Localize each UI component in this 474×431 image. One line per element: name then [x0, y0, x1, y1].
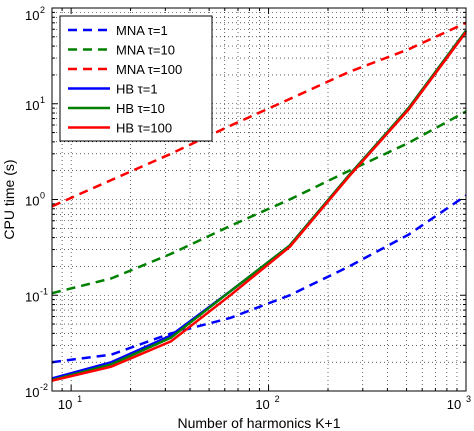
svg-text:10: 10	[25, 289, 39, 304]
legend: MNA τ=1 MNA τ=10 MNA τ=100 HB τ=1 HB τ=10 HB …	[59, 15, 213, 142]
svg-text:-1: -1	[40, 286, 48, 296]
svg-text:2: 2	[275, 394, 280, 404]
series-line	[51, 21, 467, 208]
legend-label: MNA τ=100	[116, 62, 182, 77]
series-line	[51, 194, 467, 364]
series-line	[51, 110, 467, 295]
svg-text:1: 1	[40, 95, 45, 105]
series-lines	[51, 21, 468, 382]
svg-text:10: 10	[25, 98, 39, 113]
x-tick-label: 10 1	[58, 394, 82, 412]
y-tick-label: 10 2	[25, 5, 45, 23]
x-tick-label: 10 3	[447, 394, 471, 412]
y-tick-label: 10 1	[25, 95, 45, 113]
y-tick-label: 10 0	[25, 191, 45, 209]
axis-ticks: 10 1 10 2 10 310 -210 -110 010 110 2	[25, 5, 471, 412]
y-axis-label: CPU time (s)	[1, 159, 17, 239]
svg-text:1: 1	[77, 394, 82, 404]
x-tick-label: 10 2	[255, 394, 279, 412]
legend-label: HB τ=100	[116, 121, 172, 136]
legend-box	[59, 15, 213, 142]
x-axis-label: Number of harmonics K+1	[177, 415, 340, 431]
svg-text:10: 10	[25, 8, 39, 23]
legend-label: HB τ=1	[116, 82, 158, 97]
y-tick-label: 10 -2	[25, 382, 48, 400]
svg-text:10: 10	[25, 194, 39, 209]
svg-text:0: 0	[40, 191, 45, 201]
legend-label: MNA τ=1	[116, 23, 168, 38]
svg-text:10: 10	[447, 397, 461, 412]
svg-text:-2: -2	[40, 382, 48, 392]
legend-label: HB τ=10	[116, 101, 165, 116]
y-tick-label: 10 -1	[25, 286, 48, 304]
svg-text:10: 10	[25, 385, 39, 400]
svg-text:10: 10	[255, 397, 269, 412]
svg-text:2: 2	[40, 5, 45, 15]
series-line	[51, 31, 468, 382]
svg-text:3: 3	[466, 394, 471, 404]
svg-text:10: 10	[58, 397, 72, 412]
legend-label: MNA τ=10	[116, 43, 175, 58]
